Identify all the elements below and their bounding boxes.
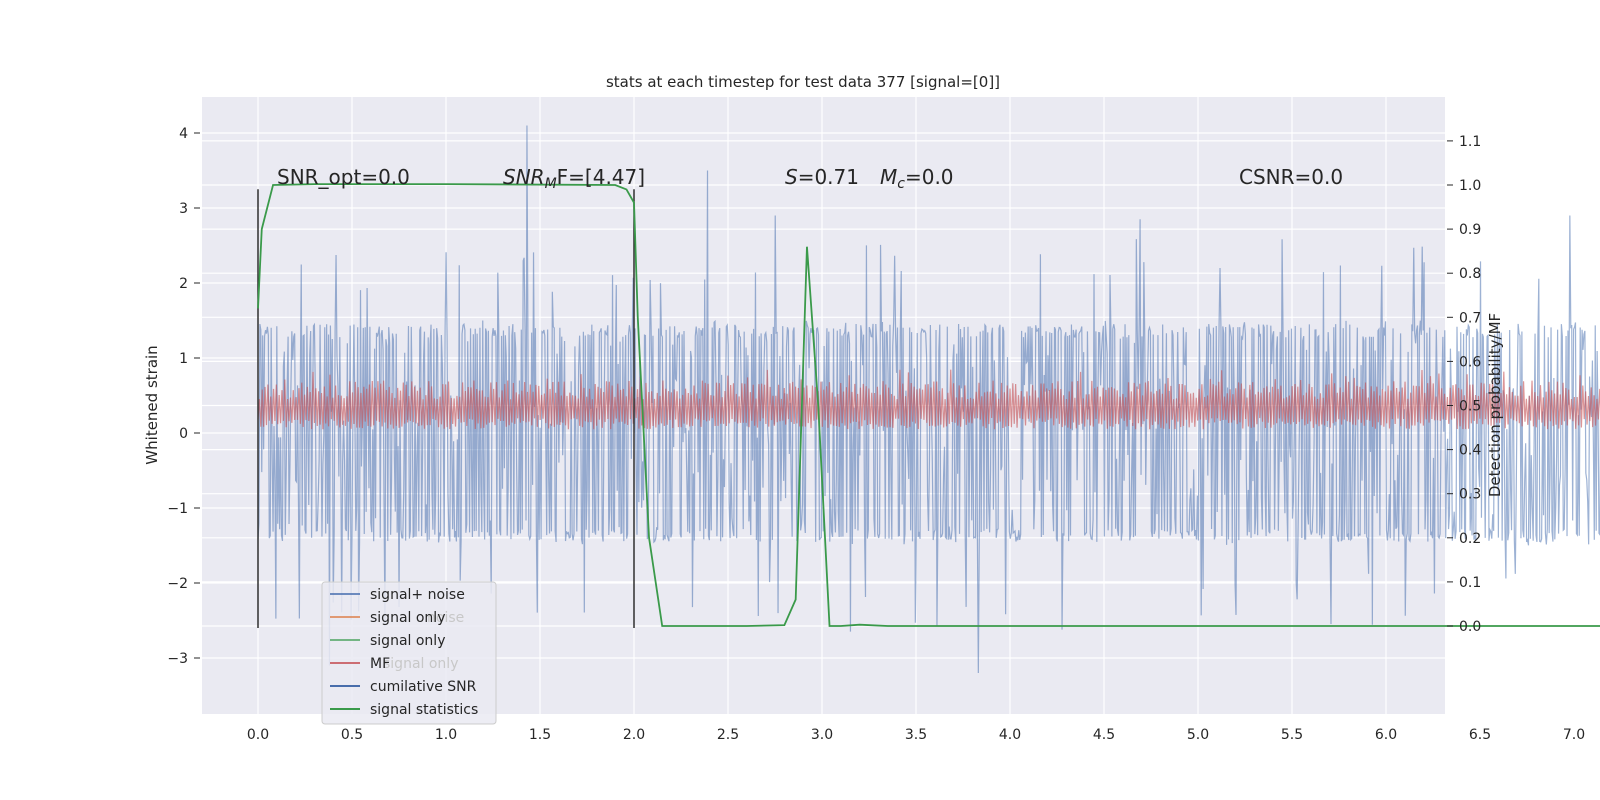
legend-label: signal only: [370, 633, 445, 649]
y-right-tick-label: 0.4: [1459, 443, 1481, 459]
y-right-tick-label: 1.1: [1459, 134, 1481, 150]
y-right-tick-label: 1.0: [1459, 178, 1481, 194]
series-layer: [257, 125, 1600, 674]
annotation-snr-mf: SNRMF=[4.47]: [503, 165, 645, 192]
x-tick-label: 0.5: [341, 727, 363, 743]
y-axis-label-left: Whitened strain: [143, 345, 161, 464]
annotation-csnr: CSNR=0.0: [1239, 165, 1343, 189]
annotations: SNR_opt=0.0 SNRMF=[4.47] S=0.71 Mc=0.0 C…: [277, 165, 1343, 192]
x-tick-label: 7.0: [1563, 727, 1585, 743]
x-tick-label: 6.5: [1469, 727, 1491, 743]
y-right-axis-ticks: 1.1 1.0 0.9 0.8 0.7 0.6 0.5 0.4 0.3 0.2 0.1 0.0: [1447, 134, 1481, 635]
x-tick-label: 5.0: [1187, 727, 1209, 743]
y-left-tick-label: 1: [179, 351, 188, 367]
y-right-tick-label: 0.1: [1459, 575, 1481, 591]
y-left-tick-label: 3: [179, 201, 188, 217]
y-left-tick-label: −1: [167, 501, 188, 517]
x-tick-label: 3.5: [905, 727, 927, 743]
y-left-tick-label: 4: [179, 126, 188, 142]
legend-shadow-signal-only: signal only: [383, 656, 458, 672]
legend-shadow-noise: noise: [427, 610, 464, 626]
legend-label: cumilative SNR: [370, 679, 477, 695]
x-tick-label: 5.5: [1281, 727, 1303, 743]
annotation-mc: Mc=0.0: [880, 165, 954, 192]
annotation-s: S=0.71: [785, 165, 859, 189]
y-right-tick-label: 0.3: [1459, 487, 1481, 503]
legend: noise signal only signal+ noise signal on…: [321, 581, 497, 725]
x-tick-label: 3.0: [811, 727, 833, 743]
y-right-tick-label: 0.2: [1459, 531, 1481, 547]
series-signal-statistics-line: [257, 183, 1600, 627]
x-axis-ticks: 0.0 0.5 1.0 1.5 2.0 2.5 3.0 3.5 4.0 4.5 5.0 5.5 6.0 6…: [247, 727, 1585, 743]
y-right-tick-label: 0.8: [1459, 266, 1481, 282]
x-tick-label: 2.0: [623, 727, 645, 743]
y-right-tick-label: 0.6: [1459, 354, 1481, 370]
y-left-tick-label: 2: [179, 276, 188, 292]
x-tick-label: 1.5: [529, 727, 551, 743]
x-tick-label: 0.0: [247, 727, 269, 743]
x-tick-label: 2.5: [717, 727, 739, 743]
x-tick-label: 1.0: [435, 727, 457, 743]
legend-label: MF: [370, 656, 390, 672]
y-left-tick-label: 0: [179, 426, 188, 442]
y-right-tick-label: 0.9: [1459, 222, 1481, 238]
y-right-tick-label: 0.7: [1459, 310, 1481, 326]
legend-label: signal statistics: [370, 702, 478, 718]
y-right-tick-label: 0.5: [1459, 399, 1481, 415]
y-axis-label-right: Detection probability/MF: [1486, 313, 1504, 497]
y-left-tick-label: −2: [167, 576, 188, 592]
legend-box: [321, 581, 497, 725]
chart-title: stats at each timestep for test data 377…: [606, 73, 1000, 91]
y-left-tick-label: −3: [167, 651, 188, 667]
y-left-axis-ticks: 4 3 2 1 0 −1 −2 −3: [167, 126, 200, 667]
annotation-snr-opt: SNR_opt=0.0: [277, 165, 410, 189]
legend-label: signal+ noise: [370, 587, 465, 603]
y-right-tick-label: 0.0: [1459, 619, 1481, 635]
x-tick-label: 4.5: [1093, 727, 1115, 743]
x-tick-label: 4.0: [999, 727, 1021, 743]
legend-label: signal only: [370, 610, 445, 626]
x-tick-label: 6.0: [1375, 727, 1397, 743]
